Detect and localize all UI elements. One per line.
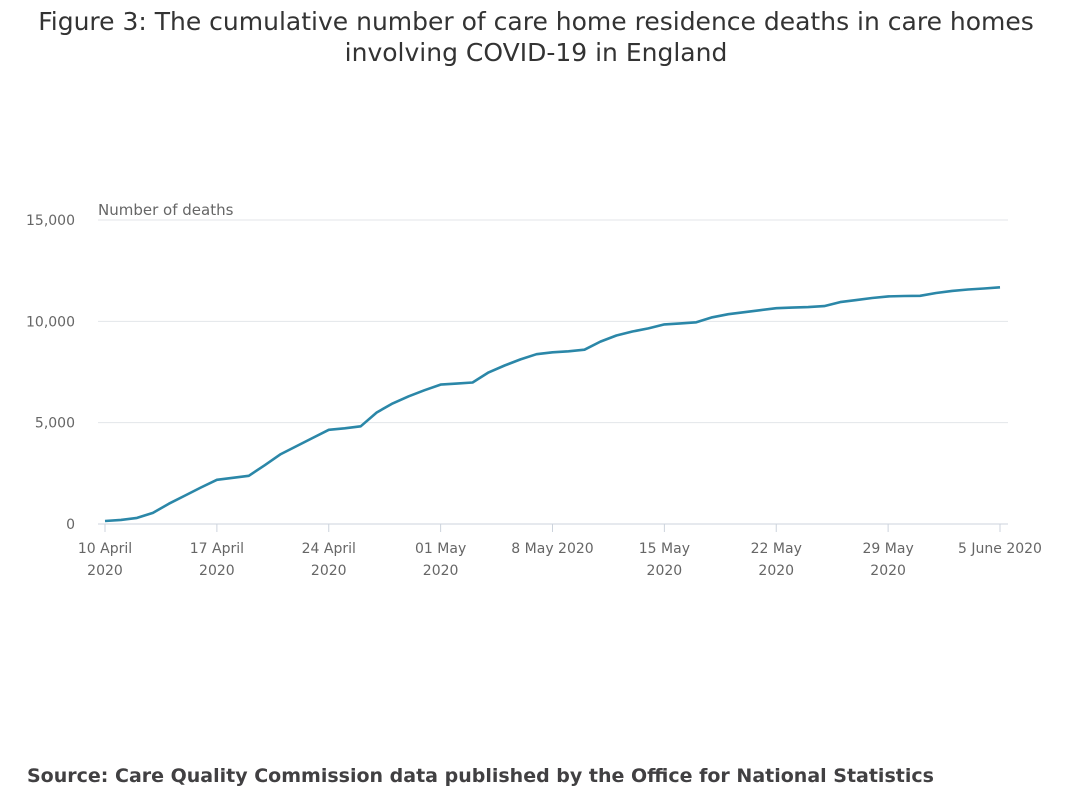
y-tick-label: 15,000 [26,213,75,229]
x-tick-label: 2020 [870,563,906,579]
series-line [104,286,1001,523]
x-tick-label: 2020 [199,563,235,579]
y-tick-label: 5,000 [35,416,75,432]
y-axis-label: Number of deaths [98,201,234,219]
x-tick-label: 2020 [87,563,123,579]
y-tick-label: 10,000 [26,314,75,330]
x-tick-label: 24 April [302,541,356,557]
x-tick-label: 01 May [415,541,466,557]
x-tick-label: 22 May [751,541,802,557]
chart-title: Figure 3: The cumulative number of care … [38,7,1034,67]
x-tick-label: 10 April [78,541,132,557]
x-tick-label: 2020 [311,563,347,579]
x-tick-label: 17 April [190,541,244,557]
x-tick-label: 2020 [423,563,459,579]
x-tick-label: 2020 [647,563,683,579]
y-tick-label: 0 [66,517,75,533]
source-note: Source: Care Quality Commission data pub… [27,765,934,787]
x-tick-label: 8 May 2020 [511,541,593,557]
x-tick-label: 29 May [863,541,914,557]
x-tick-label: 5 June 2020 [958,541,1042,557]
x-tick-label: 2020 [758,563,794,579]
x-tick-label: 15 May [639,541,690,557]
